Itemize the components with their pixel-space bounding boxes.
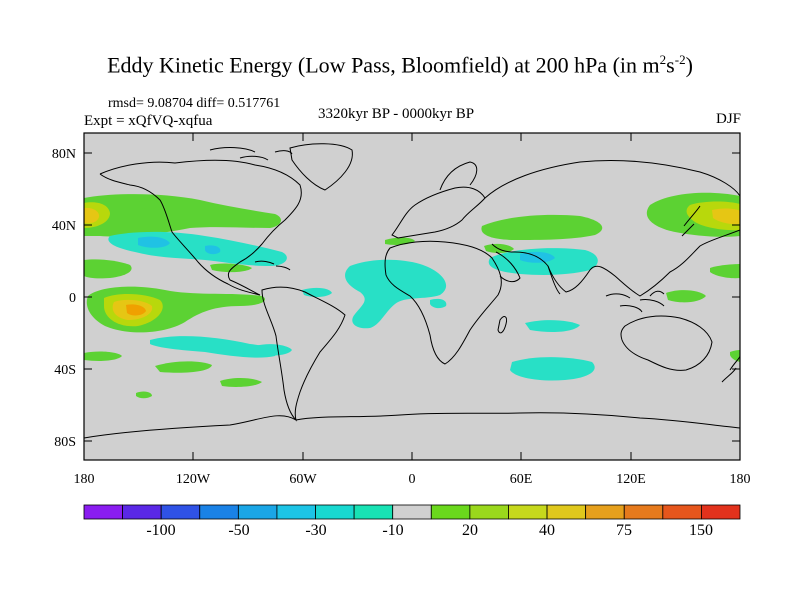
anomaly-sindian-neg [510, 357, 595, 381]
coastline-scandinavia [439, 161, 478, 191]
anomaly-epac-positive [84, 259, 132, 279]
anomaly-npac-positive [84, 194, 282, 237]
colorbar-swatch [469, 504, 509, 520]
anomaly-wpac-high [712, 208, 740, 225]
colorbar-label: 75 [616, 522, 632, 539]
anomaly-spac-east [730, 350, 740, 362]
lat-label-40s: 40S [54, 363, 76, 378]
colorbar-swatch [662, 504, 702, 520]
lon-label-60e: 60E [510, 472, 533, 487]
coastlines [84, 143, 740, 439]
anomaly-atlantic-small2 [232, 219, 262, 228]
lat-label-80n: 80N [52, 147, 76, 162]
coastline-arabia-india [495, 251, 561, 295]
anomaly-wpac-tropical [666, 290, 706, 303]
anomaly-gulf-core [205, 245, 221, 255]
anomaly-epac-positive2 [210, 263, 252, 273]
colorbar-swatch [392, 504, 432, 520]
coastline-north-america [99, 159, 302, 296]
colorbar-swatch [353, 504, 394, 520]
anomaly-npac-negative-core [138, 236, 170, 248]
coastline-europe [391, 186, 486, 239]
coastline-caribbean [254, 260, 291, 271]
colorbar-swatch [160, 504, 201, 520]
anomaly-india-ocean-neg [525, 320, 580, 333]
coastline-greenland [289, 143, 353, 191]
coastline-antarctica [84, 412, 740, 439]
colorbar-label: -100 [146, 522, 175, 539]
anomaly-wpac-small [710, 264, 740, 279]
coastline-south-america [261, 286, 346, 422]
coastline-asia [484, 159, 740, 297]
colorbar-swatch [83, 504, 123, 520]
colorbar-swatch [430, 504, 471, 520]
anomaly-spac-positive2 [155, 361, 212, 373]
colorbar-swatch [585, 504, 625, 520]
period-label: 3320kyr BP - 0000kyr BP [318, 106, 475, 122]
colorbar-label: -50 [228, 522, 249, 539]
anomaly-spac-positive3 [220, 378, 262, 387]
lon-label-180w: 180 [74, 472, 95, 487]
experiment-label: Expt = xQfVQ-xqfua [84, 113, 213, 129]
colorbar-label: 150 [689, 522, 713, 539]
lon-label-60w: 60W [289, 472, 317, 487]
anomaly-spac-positive [84, 351, 122, 361]
lat-axis [84, 132, 740, 442]
anomaly-npac-peak [84, 207, 100, 224]
coastline-africa [384, 240, 502, 365]
season-label: DJF [715, 111, 741, 127]
colorbar [83, 504, 741, 520]
colorbar-swatch [508, 504, 548, 520]
colorbar-label: -30 [305, 522, 326, 539]
lon-label-120e: 120E [616, 472, 646, 487]
rmsd-diff-stats: rmsd= 9.08704 diff= 0.517761 [108, 96, 281, 111]
colorbar-swatch [199, 504, 239, 520]
colorbar-swatch [546, 504, 587, 520]
colorbar-swatch [276, 504, 316, 520]
anomaly-africa-neg [430, 298, 447, 309]
anomaly-pacific-west-blob [138, 200, 159, 209]
anomaly-eurasia-positive [481, 214, 603, 240]
anomaly-spac-negative2 [255, 344, 292, 356]
colorbar-label: 20 [462, 522, 478, 539]
anomaly-spac-negative [150, 336, 277, 358]
lon-axis [83, 133, 741, 460]
colorbar-label: -10 [382, 522, 403, 539]
anomaly-tropac-peak [126, 304, 146, 316]
coastline-arctic-islands [209, 147, 293, 161]
lat-label-40n: 40N [52, 219, 76, 234]
chart-title: Eddy Kinetic Energy (Low Pass, Bloomfiel… [107, 52, 693, 78]
lat-label-0: 0 [69, 291, 76, 306]
colorbar-labels: -100 -50 -30 -10 20 40 75 150 [146, 522, 713, 539]
colorbar-swatch [623, 504, 664, 520]
lon-label-120w: 120W [176, 472, 211, 487]
anomaly-contours [84, 192, 740, 399]
coastline-australia [620, 315, 713, 371]
anomaly-spac-positive4 [136, 391, 152, 399]
lat-label-80s: 80S [54, 435, 76, 450]
coastline-madagascar [497, 316, 507, 334]
colorbar-swatch [122, 504, 162, 520]
lon-label-180e: 180 [730, 472, 751, 487]
lon-label-0: 0 [409, 472, 416, 487]
coastline-japan [681, 205, 701, 237]
colorbar-swatch [237, 504, 278, 520]
colorbar-swatch [701, 504, 741, 520]
colorbar-swatch [315, 504, 355, 520]
anomaly-tratl-negative [345, 259, 447, 329]
coastline-se-asia-islands [605, 290, 665, 313]
colorbar-label: 40 [539, 522, 555, 539]
